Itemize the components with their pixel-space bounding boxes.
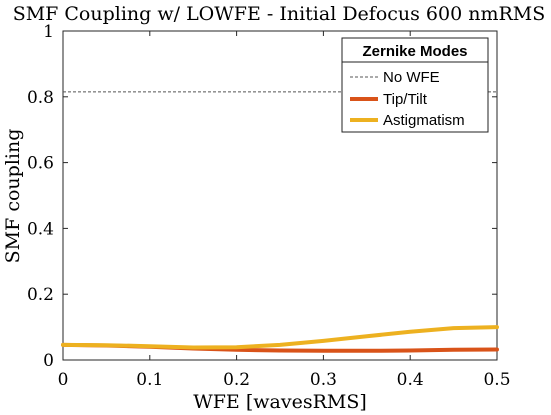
x-axis-label: WFE [wavesRMS] [193,391,367,413]
x-tick-label: 0.1 [136,370,163,390]
y-axis-label: SMF coupling [2,129,24,264]
y-tick-label: 0.6 [27,154,54,174]
series-line-astigmatism [61,325,499,350]
legend: Zernike Modes No WFE Tip/Tilt Astigmatis… [341,37,489,133]
x-tick-label: 0.5 [483,370,510,390]
legend-title: Zernike Modes [362,43,467,60]
y-tick-label: 0.8 [27,88,54,108]
legend-box [341,37,489,133]
x-tick-label: 0.3 [310,370,337,390]
x-tick-label: 0.4 [397,370,424,390]
legend-label-tip-tilt: Tip/Tilt [383,91,428,108]
y-tick-label: 0.2 [27,285,54,305]
x-tick-label: 0 [58,370,69,390]
y-tick-label: 0.4 [27,219,54,239]
y-tick-label: 0 [43,351,54,371]
x-tick-label: 0.2 [223,370,250,390]
chart-title: SMF Coupling w/ LOWFE - Initial Defocus … [13,3,546,25]
ticks-layer: 0 0.1 0.2 0.3 0.4 0.5 0 0.2 0.4 0.6 0.8 1 [27,22,511,390]
y-tick-label: 1 [43,22,54,42]
legend-label-no-wfe: No WFE [383,69,440,86]
legend-label-astigmatism: Astigmatism [383,112,465,129]
